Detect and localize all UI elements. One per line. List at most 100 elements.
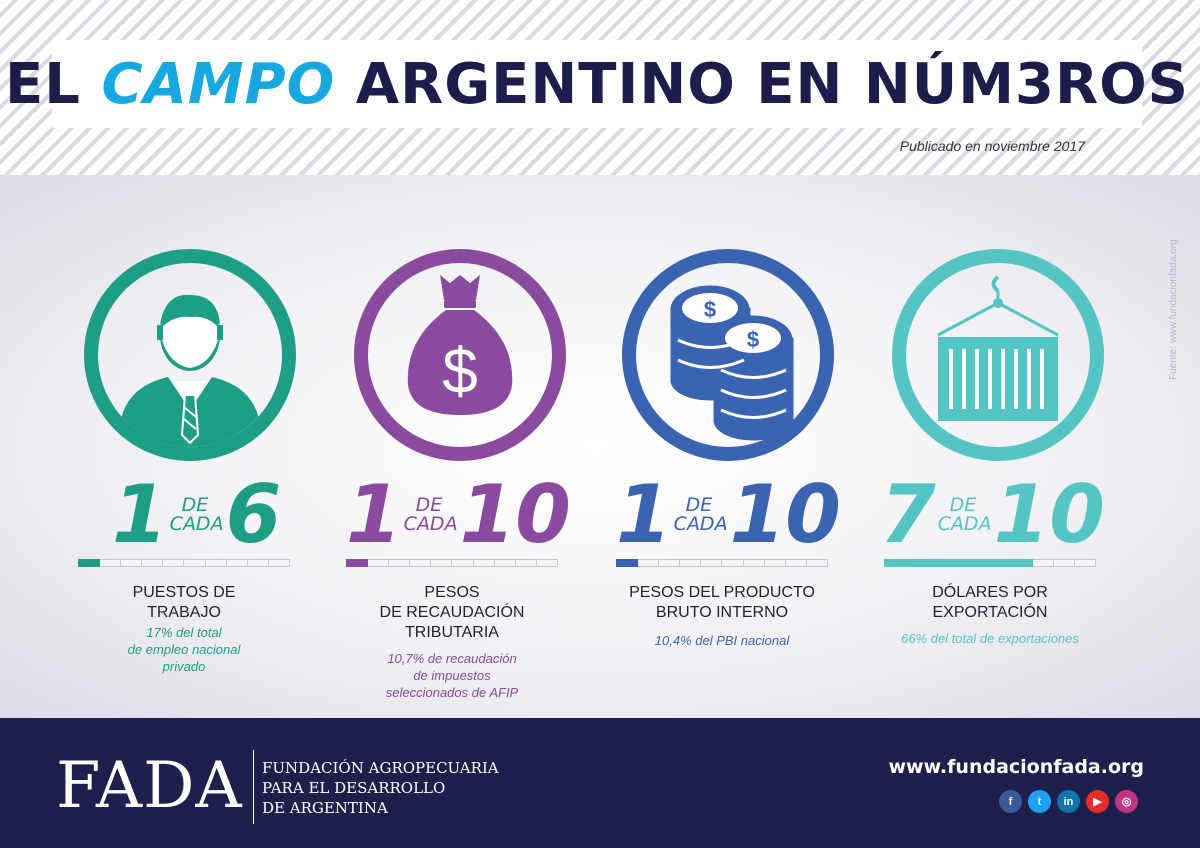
progress-segment-empty [1032, 559, 1054, 567]
progress-segment-empty [680, 559, 702, 567]
stat-note-gdp: 10,4% del PBI nacional [602, 632, 842, 649]
foundation-name-line: PARA EL DESARROLLO [262, 779, 446, 797]
note-line: 17% del total [146, 625, 222, 640]
progress-segment-empty [247, 559, 269, 567]
progress-segment-filled [346, 559, 369, 567]
progress-segment-empty [494, 559, 516, 567]
title-part-2: ARGENTINO EN NÚM3ROS [335, 51, 1190, 117]
progress-segment-filled [969, 559, 991, 567]
note-line: 66% del total de exportaciones [901, 631, 1079, 646]
stat-label-taxes: PESOS DE RECAUDACIÓN TRIBUTARIA [332, 583, 572, 643]
progress-segment-empty [142, 559, 164, 567]
label-line: TRABAJO [147, 604, 221, 621]
facebook-icon[interactable]: f [999, 790, 1022, 813]
ratio-numerator: 1 [346, 468, 402, 561]
stat-note-jobs: 17% del total de empleo nacional privado [64, 624, 304, 675]
progress-segment-filled [78, 559, 101, 567]
ratio-exports: 7 DE CADA 10 [880, 475, 1105, 555]
progress-segment-empty [410, 559, 432, 567]
progress-segment-empty [536, 559, 558, 567]
connector-cada: CADA [937, 513, 992, 535]
progress-segment-empty [121, 559, 143, 567]
ratio-denominator: 10 [729, 468, 841, 561]
progress-segment-empty [184, 559, 206, 567]
fada-logo: FADA [56, 749, 243, 823]
progress-segment-empty [368, 559, 390, 567]
label-line: PESOS DEL PRODUCTO [629, 584, 815, 601]
progress-bar-gdp [616, 559, 828, 567]
progress-segment-empty [268, 559, 290, 567]
ratio-connector: DE CADA [938, 496, 992, 534]
svg-text:$: $ [747, 327, 759, 352]
connector-cada: CADA [169, 513, 224, 535]
ratio-jobs: 1 DE CADA 6 [112, 475, 281, 555]
note-line: de empleo nacional [127, 642, 241, 657]
youtube-icon[interactable]: ▶ [1086, 790, 1109, 813]
note-line: de impuestos [413, 668, 491, 683]
note-line: 10,7% de recaudación [387, 651, 517, 666]
progress-segment-empty [452, 559, 474, 567]
ratio-connector: DE CADA [674, 496, 728, 534]
ratio-connector: DE CADA [170, 496, 224, 534]
title-part-1: EL [5, 51, 102, 117]
connector-cada: CADA [403, 513, 458, 535]
progress-segment-filled [990, 559, 1012, 567]
progress-segment-empty [785, 559, 807, 567]
stat-exports [878, 245, 1118, 465]
label-line: DÓLARES POR [932, 584, 1048, 601]
connector-de: DE [181, 494, 209, 516]
progress-segment-empty [100, 559, 122, 567]
source-note: Fuente: www.fundacionfada.org [1168, 239, 1179, 380]
progress-segment-empty [205, 559, 227, 567]
logo-divider [253, 750, 254, 824]
stat-jobs [70, 245, 310, 465]
ratio-denominator: 6 [225, 468, 282, 561]
label-line: BRUTO INTERNO [655, 604, 789, 621]
connector-de: DE [685, 494, 713, 516]
worker-icon [84, 249, 296, 461]
ratio-taxes: 1 DE CADA 10 [346, 475, 571, 555]
progress-segment-empty [473, 559, 495, 567]
progress-segment-empty [226, 559, 248, 567]
label-line: DE RECAUDACIÓN [379, 604, 525, 621]
label-line: TRIBUTARIA [405, 624, 499, 641]
instagram-icon[interactable]: ◎ [1115, 790, 1138, 813]
coins-icon: $ $ [622, 249, 834, 461]
progress-segment-empty [389, 559, 411, 567]
published-date: Publicado en noviembre 2017 [899, 138, 1085, 154]
stat-label-gdp: PESOS DEL PRODUCTO BRUTO INTERNO [602, 583, 842, 623]
connector-de: DE [415, 494, 443, 516]
svg-text:$: $ [704, 297, 716, 322]
note-line: 10,4% del PBI nacional [654, 633, 790, 648]
website-link[interactable]: www.fundacionfada.org [888, 756, 1144, 778]
progress-segment-empty [1074, 559, 1096, 567]
progress-bar-exports [884, 559, 1096, 567]
progress-segment-empty [163, 559, 185, 567]
foundation-name-line: DE ARGENTINA [262, 799, 388, 817]
ratio-connector: DE CADA [404, 496, 458, 534]
progress-segment-empty [743, 559, 765, 567]
social-links: f t in ▶ ◎ [999, 790, 1138, 813]
progress-segment-empty [515, 559, 537, 567]
stat-label-jobs: PUESTOS DE TRABAJO [64, 583, 304, 623]
footer: FADA FUNDACIÓN AGROPECUARIA PARA EL DESA… [0, 718, 1200, 848]
progress-segment-empty [659, 559, 681, 567]
progress-bar-jobs [78, 559, 290, 567]
stat-note-exports: 66% del total de exportaciones [870, 630, 1110, 647]
progress-segment-empty [1053, 559, 1075, 567]
ratio-numerator: 1 [112, 468, 168, 561]
progress-segment-filled [884, 559, 907, 567]
stat-gdp: $ $ [608, 245, 848, 465]
twitter-icon[interactable]: t [1028, 790, 1051, 813]
progress-segment-empty [764, 559, 786, 567]
linkedin-icon[interactable]: in [1057, 790, 1080, 813]
progress-segment-filled [906, 559, 928, 567]
connector-cada: CADA [673, 513, 728, 535]
progress-segment-filled [1011, 559, 1033, 567]
container-icon [892, 249, 1104, 461]
header: EL CAMPO ARGENTINO EN NÚM3ROS Publicado … [0, 0, 1200, 175]
label-line: PUESTOS DE [132, 584, 236, 601]
ratio-denominator: 10 [993, 468, 1105, 561]
progress-segment-filled [927, 559, 949, 567]
ratio-numerator: 1 [616, 468, 672, 561]
